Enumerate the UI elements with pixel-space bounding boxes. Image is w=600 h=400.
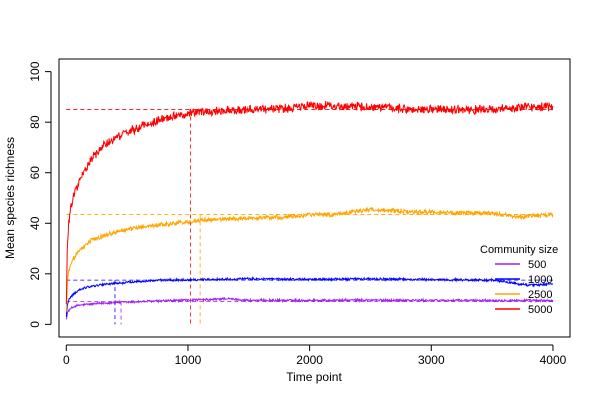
- y-tick-label: 80: [28, 115, 42, 129]
- y-tick-label: 100: [28, 61, 42, 81]
- series-line-5000: [65, 100, 554, 305]
- legend-label-5000: 5000: [528, 304, 552, 316]
- guide-lines: [66, 109, 553, 325]
- legend-label-500: 500: [528, 259, 546, 271]
- y-tick-label: 40: [28, 216, 42, 230]
- x-axis-title: Time point: [286, 370, 342, 384]
- legend-title: Community size: [480, 244, 558, 256]
- y-axis: 0 20 40 60 80 100: [28, 61, 52, 328]
- x-tick-label: 0: [63, 353, 70, 367]
- series-line-500: [65, 296, 554, 320]
- x-tick-label: 2000: [296, 353, 323, 367]
- legend-label-1000: 1000: [528, 274, 552, 286]
- x-axis: 0 1000 2000 3000 4000: [63, 344, 567, 367]
- legend-label-2500: 2500: [528, 289, 552, 301]
- legend: Community size 500 1000 2500 5000: [480, 244, 558, 316]
- x-tick-label: 4000: [540, 353, 567, 367]
- y-tick-label: 20: [28, 267, 42, 281]
- series-line-2500: [65, 206, 554, 312]
- y-axis-title: Mean species richness: [3, 137, 17, 259]
- x-tick-label: 3000: [418, 353, 445, 367]
- x-tick-label: 1000: [175, 353, 202, 367]
- series-line-1000: [65, 276, 554, 317]
- y-tick-label: 0: [28, 321, 42, 328]
- y-tick-label: 60: [28, 166, 42, 180]
- series-lines: [65, 100, 554, 320]
- plot-frame: [58, 58, 571, 338]
